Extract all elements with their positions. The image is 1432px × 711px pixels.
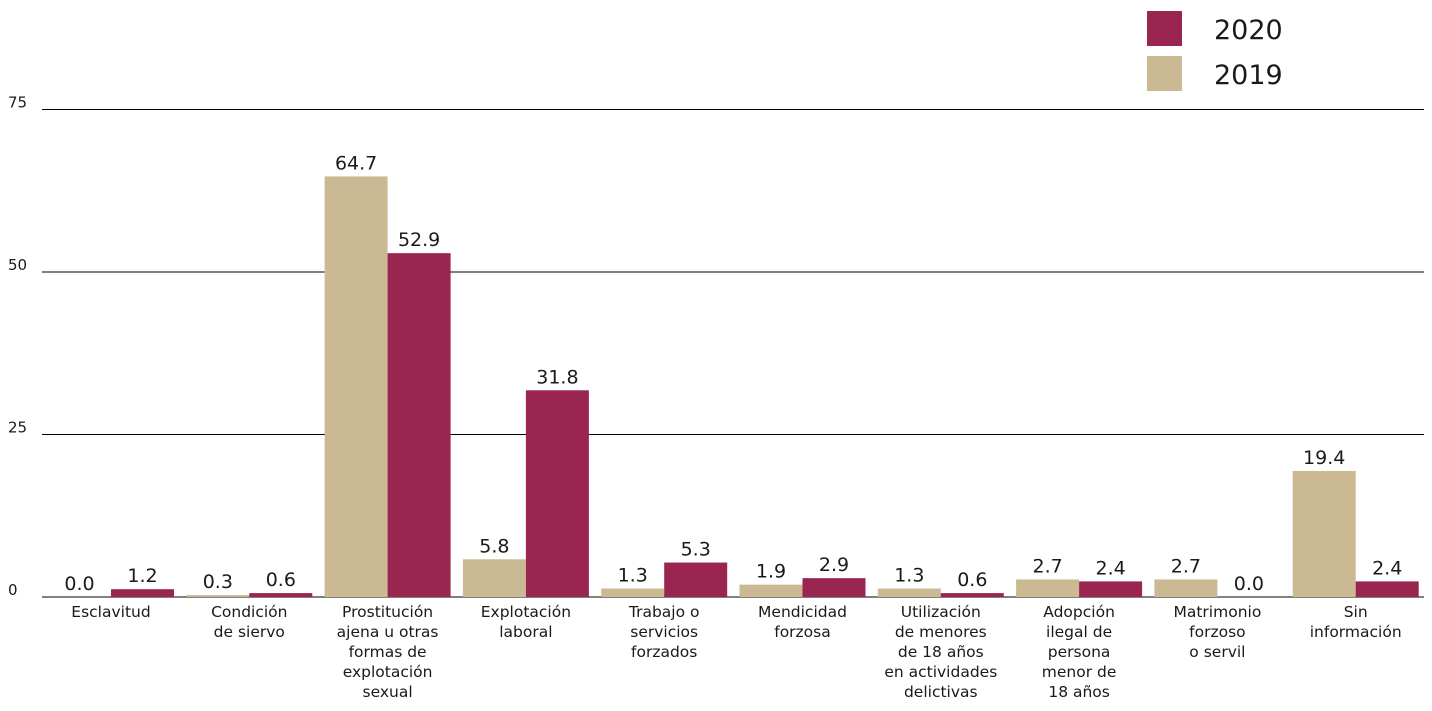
value-label-2020: 5.3: [681, 539, 711, 561]
bar-2019: [1154, 579, 1218, 597]
value-label-2020: 2.4: [1095, 557, 1125, 579]
category-label-line: de siervo: [214, 623, 285, 641]
legend-label-2019: 2019: [1214, 60, 1283, 91]
value-label-2020: 2.9: [819, 554, 849, 576]
category-label-line: 18 años: [1048, 683, 1110, 701]
bar-2019: [877, 588, 941, 597]
value-label-2019: 0.0: [64, 573, 94, 595]
category-label-line: delictivas: [904, 683, 978, 701]
value-labels: 0.0 0.3 64.7 5.8 1.3 1.9 1.3 2.7 2.7 19.4 1.2 0.6 52…: [64, 152, 1402, 595]
category-label-line: menor de: [1042, 663, 1117, 681]
value-label-2019: 2.7: [1171, 555, 1201, 577]
y-tick-label: 50: [8, 256, 27, 274]
category-label-line: Condición: [211, 603, 287, 621]
bar-2020: [1079, 581, 1143, 597]
category-labels: Esclavitud Condición de siervo Prostitución…: [71, 603, 1401, 701]
value-label-2019: 1.3: [894, 565, 924, 587]
bar-2019: [186, 595, 250, 597]
category-label-line: información: [1310, 623, 1402, 641]
bar-2019: [601, 588, 665, 597]
value-label-2020: 31.8: [536, 366, 578, 388]
category-label: Trabajo o servicios forzados: [628, 603, 700, 661]
legend-swatch-2020: [1147, 11, 1182, 46]
value-label-2019: 64.7: [335, 152, 377, 174]
category-label-line: Mendicidad: [758, 603, 847, 621]
category-label-line: forzoso: [1189, 623, 1246, 641]
category-label-line: laboral: [499, 623, 552, 641]
category-label: Esclavitud: [71, 603, 150, 621]
category-label-line: de 18 años: [898, 643, 984, 661]
category-label-line: Prostitución: [342, 603, 433, 621]
category-label-line: persona: [1048, 643, 1111, 661]
category-label: Mendicidad forzosa: [758, 603, 847, 641]
y-tick-label: 0: [8, 581, 18, 599]
category-label-line: en actividades: [884, 663, 997, 681]
category-label: Explotación laboral: [481, 603, 571, 641]
gridlines: [42, 109, 1424, 598]
bar-2020: [387, 253, 451, 597]
category-label: Prostitución ajena u otras formas de explot…: [337, 603, 439, 701]
category-label: Adopción ilegal de persona menor de 18 años: [1042, 603, 1117, 701]
category-label: Condición de siervo: [211, 603, 287, 641]
y-axis-ticks: 0 25 50 75: [8, 94, 27, 600]
category-label-line: ilegal de: [1046, 623, 1112, 641]
bar-2019: [462, 559, 526, 597]
category-label-line: forzosa: [774, 623, 831, 641]
bar-2020: [802, 578, 866, 597]
category-label-line: Esclavitud: [71, 603, 150, 621]
category-label-line: Explotación: [481, 603, 571, 621]
value-label-2019: 2.7: [1032, 555, 1062, 577]
category-label: Sin información: [1310, 603, 1402, 641]
bar-2020: [1355, 581, 1419, 597]
value-label-2019: 0.3: [203, 571, 233, 593]
value-label-2020: 2.4: [1372, 557, 1402, 579]
bar-2019: [1292, 470, 1356, 597]
legend: 2020 2019: [1147, 11, 1283, 91]
category-label-line: Trabajo o: [628, 603, 700, 621]
bar-2020: [111, 589, 174, 597]
category-label-line: Sin: [1344, 603, 1368, 621]
value-label-2019: 1.9: [756, 561, 786, 583]
bars: [111, 176, 1419, 597]
value-label-2019: 1.3: [618, 565, 648, 587]
category-label: Utilización de menores de 18 años en activi…: [884, 603, 997, 701]
bar-2019: [324, 176, 388, 597]
value-label-2020: 1.2: [127, 565, 157, 587]
category-label-line: explotación: [343, 663, 433, 681]
category-label-line: servicios: [630, 623, 698, 641]
category-label-line: Utilización: [901, 603, 981, 621]
category-label: Matrimonio forzoso o servil: [1173, 603, 1261, 661]
bar-2020: [940, 593, 1004, 597]
category-label-line: Adopción: [1043, 603, 1115, 621]
legend-swatch-2019: [1147, 56, 1182, 91]
category-label-line: de menores: [895, 623, 987, 641]
value-label-2020: 0.6: [266, 569, 296, 591]
bar-2019: [739, 584, 803, 597]
legend-label-2020: 2020: [1214, 15, 1283, 46]
bar-2020: [525, 390, 589, 597]
y-tick-label: 75: [8, 94, 27, 112]
value-label-2020: 0.0: [1234, 573, 1264, 595]
value-label-2020: 0.6: [957, 569, 987, 591]
category-label-line: o servil: [1189, 643, 1245, 661]
value-label-2019: 5.8: [479, 535, 509, 557]
category-label-line: Matrimonio: [1173, 603, 1261, 621]
category-label-line: forzados: [631, 643, 697, 661]
y-tick-label: 25: [8, 419, 27, 437]
category-label-line: formas de: [349, 643, 427, 661]
value-label-2019: 19.4: [1303, 447, 1345, 469]
bar-2019: [1016, 579, 1080, 597]
bar-2020: [249, 593, 313, 597]
value-label-2020: 52.9: [398, 229, 440, 251]
bar-2020: [664, 562, 728, 597]
category-label-line: sexual: [363, 683, 413, 701]
category-label-line: ajena u otras: [337, 623, 439, 641]
